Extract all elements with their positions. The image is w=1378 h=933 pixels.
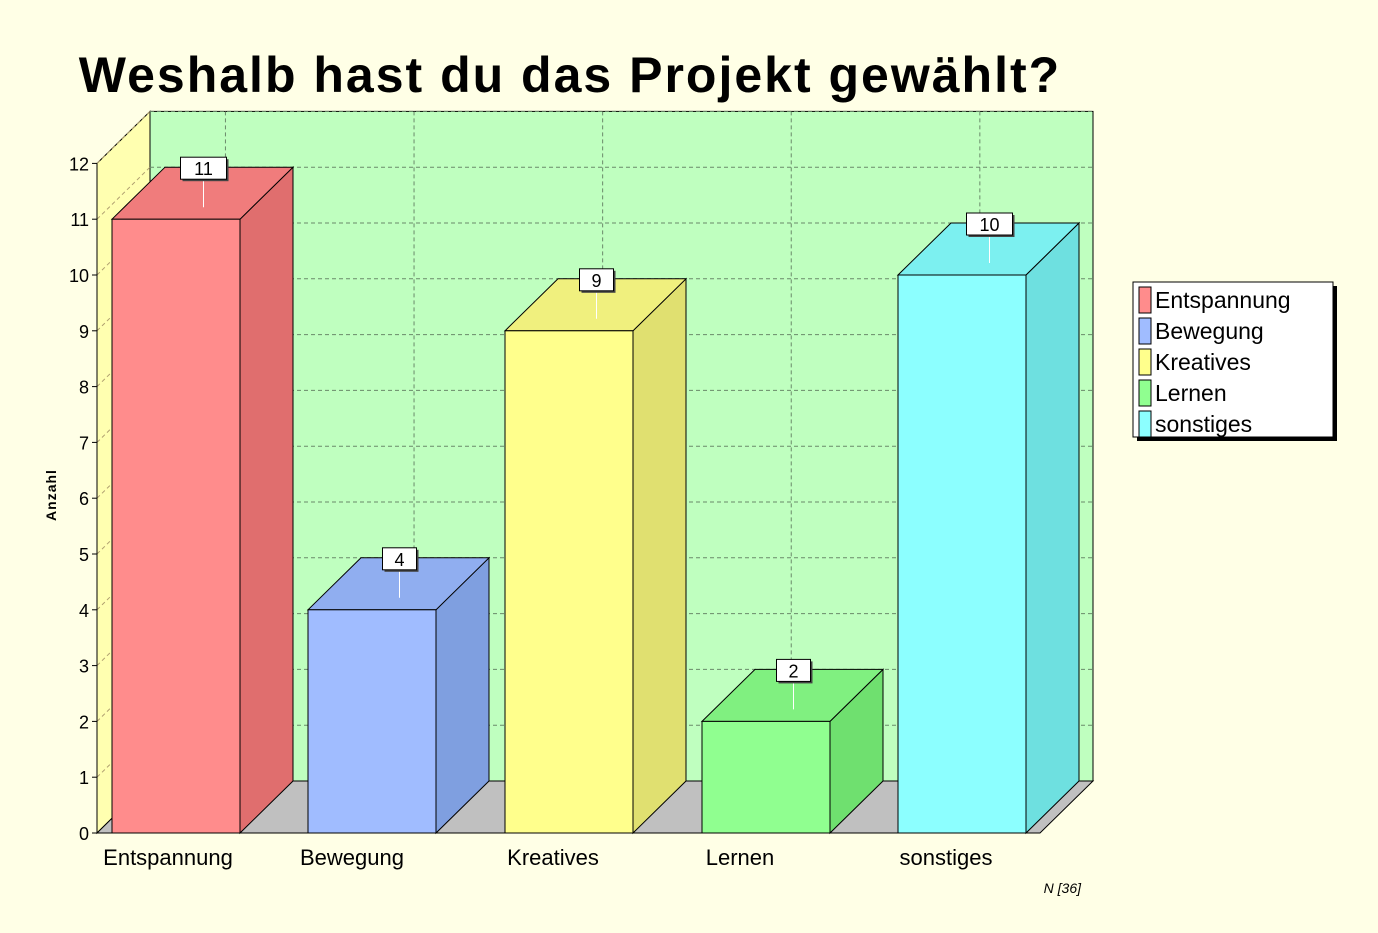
y-tick-label: 6 <box>79 489 89 509</box>
y-tick-label: 9 <box>79 322 89 342</box>
x-category-label: Lernen <box>706 845 775 870</box>
gridline <box>96 166 151 220</box>
bar-bewegung <box>306 556 491 835</box>
value-label: 4 <box>394 550 404 570</box>
legend-box <box>1132 281 1334 438</box>
x-category-label: sonstiges <box>900 845 993 870</box>
sample-size-note: N [36] <box>1044 880 1082 896</box>
bar-front <box>307 609 437 834</box>
bar-front <box>111 218 241 834</box>
value-label-box <box>382 547 417 571</box>
y-tick-label: 12 <box>69 154 89 174</box>
legend-entry: Bewegung <box>1155 318 1264 344</box>
bar-entspannung <box>110 166 295 835</box>
legend-swatch <box>1138 379 1152 407</box>
legend-entry: Lernen <box>1155 380 1227 406</box>
bar-kreatives <box>503 277 688 835</box>
gridline <box>96 111 151 164</box>
y-tick-label: 1 <box>79 768 89 788</box>
legend-swatch <box>1138 286 1152 314</box>
legend: Entspannung Bewegung Kreatives Lernen sonsti… <box>1132 281 1337 441</box>
y-tick-label: 10 <box>69 266 89 286</box>
legend-swatch <box>1138 410 1152 438</box>
bar-sonstiges <box>896 221 1081 835</box>
bars <box>110 166 1081 835</box>
x-category-label: Bewegung <box>300 845 404 870</box>
bar-front <box>504 330 634 834</box>
y-tick-label: 4 <box>79 601 89 621</box>
value-label-box <box>776 658 811 682</box>
y-tick-label: 8 <box>79 378 89 398</box>
chart-title: Weshalb hast du das Projekt gewählt? <box>79 47 1061 103</box>
value-label: 11 <box>194 159 213 179</box>
x-axis-categories: Entspannung Bewegung Kreatives Lernen sonsti… <box>103 845 992 870</box>
bar-lernen <box>700 668 885 835</box>
value-label-box <box>180 156 227 180</box>
y-tick-label: 7 <box>79 433 89 453</box>
legend-swatch <box>1138 317 1152 345</box>
x-category-label: Entspannung <box>103 845 233 870</box>
bar-front <box>701 720 831 834</box>
value-label: 9 <box>591 271 601 291</box>
value-label-box <box>579 268 614 292</box>
legend-entry: sonstiges <box>1155 411 1252 437</box>
value-label: 2 <box>788 661 798 681</box>
value-label-box <box>966 212 1013 236</box>
bar-side <box>239 166 294 835</box>
bar-side <box>1025 221 1080 835</box>
value-label: 10 <box>979 215 999 235</box>
y-tick-label: 2 <box>79 712 89 732</box>
y-tick-label: 5 <box>79 545 89 565</box>
bar-side <box>632 277 687 835</box>
x-category-label: Kreatives <box>507 845 599 870</box>
legend-swatch <box>1138 348 1152 376</box>
y-tick-label: 0 <box>79 824 89 844</box>
y-tick-label: 11 <box>70 210 89 230</box>
bar-front <box>897 274 1027 834</box>
y-axis-label: Anzahl <box>43 469 59 521</box>
y-tick-label: 3 <box>79 657 89 677</box>
value-labels: 11 4 9 2 10 <box>180 156 1015 710</box>
legend-entry: Entspannung <box>1155 287 1291 313</box>
legend-entry: Kreatives <box>1155 349 1251 375</box>
